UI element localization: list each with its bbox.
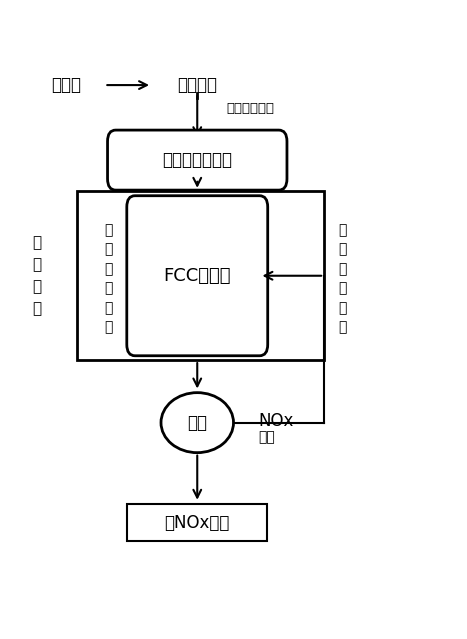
FancyBboxPatch shape	[127, 196, 268, 356]
Text: 烟气: 烟气	[187, 413, 207, 431]
Text: 金属离子交换: 金属离子交换	[226, 102, 275, 115]
Bar	[127, 504, 268, 541]
Text: 低NOx排放: 低NOx排放	[164, 514, 230, 532]
Text: 水热合成: 水热合成	[177, 76, 217, 94]
FancyBboxPatch shape	[107, 130, 287, 190]
Text: 粉煤灰基催化剂: 粉煤灰基催化剂	[162, 151, 232, 169]
Bar	[77, 191, 324, 360]
Text: FCC再生器: FCC再生器	[163, 266, 231, 285]
Ellipse shape	[161, 392, 234, 452]
Text: 原
位
催
化
还
原: 原 位 催 化 还 原	[105, 223, 113, 335]
Text: 粉煤灰: 粉煤灰	[51, 76, 81, 94]
Text: 耦
合
作
用: 耦 合 作 用	[32, 235, 41, 316]
Text: 烟
气
返
回
脱
硝: 烟 气 返 回 脱 硝	[338, 223, 347, 335]
Text: 显热: 显热	[258, 430, 275, 444]
Text: NOx: NOx	[258, 412, 294, 430]
